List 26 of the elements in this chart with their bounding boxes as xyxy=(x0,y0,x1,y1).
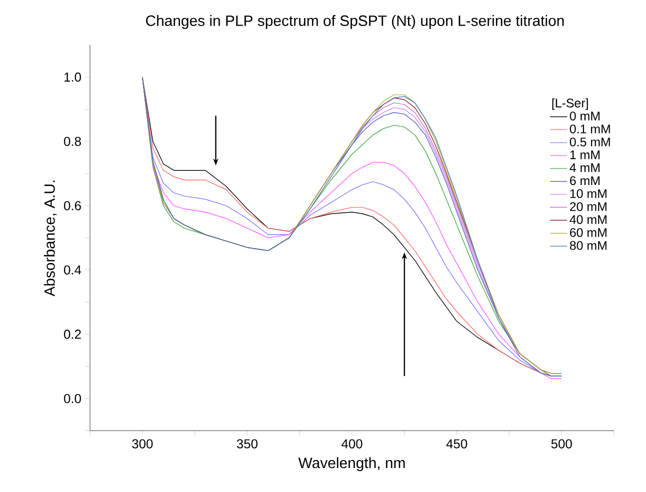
legend-label: 0.1 mM xyxy=(570,124,610,134)
legend-label: 0.5 mM xyxy=(570,138,610,146)
legend-label: 60 mM xyxy=(570,228,606,237)
legend-label: 40 mM xyxy=(570,215,606,224)
legend-label: 0 mM xyxy=(570,112,600,120)
legend-label: 4 mM xyxy=(570,163,600,172)
y-tick-label: 0.4 xyxy=(64,265,82,275)
legend-label: 6 mM xyxy=(570,176,600,186)
y-tick-label: 0.6 xyxy=(64,201,81,210)
y-tick-label: 0.2 xyxy=(64,330,81,339)
y-tick-label: 1.0 xyxy=(64,72,81,82)
x-tick-label: 500 xyxy=(551,439,572,448)
legend-title: [L-Ser] xyxy=(552,98,588,110)
y-tick-label: 0.0 xyxy=(64,394,81,404)
x-axis-title: Wavelength, nm xyxy=(298,457,405,472)
x-tick-label: 400 xyxy=(342,439,362,448)
legend-label: 20 mM xyxy=(570,202,606,212)
x-tick-label: 300 xyxy=(132,439,153,448)
legend-label: 10 mM xyxy=(570,189,606,198)
legend-label: 80 mM xyxy=(570,241,606,250)
chart-title: Changes in PLP spectrum of SpSPT (Nt) upon L-serine titration xyxy=(146,15,564,29)
x-tick-label: 450 xyxy=(446,439,468,448)
y-axis-title: Absorbance, A.U. xyxy=(44,180,57,296)
y-tick-label: 0.8 xyxy=(64,136,81,146)
x-tick-label: 350 xyxy=(236,439,258,448)
legend-label: 1 mM xyxy=(570,150,600,160)
